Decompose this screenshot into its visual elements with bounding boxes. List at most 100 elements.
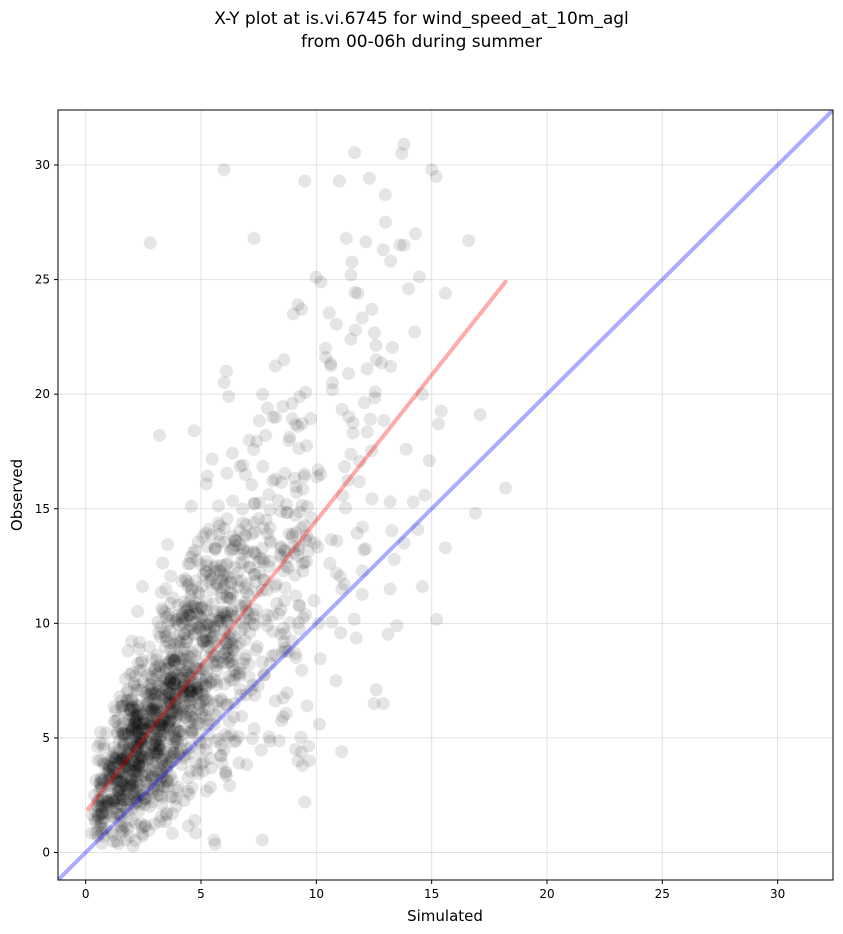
scatter-point bbox=[233, 662, 247, 676]
scatter-point bbox=[185, 711, 199, 725]
scatter-point bbox=[167, 745, 181, 759]
scatter-point bbox=[151, 779, 165, 793]
scatter-point bbox=[161, 773, 175, 787]
scatter-point bbox=[183, 716, 197, 730]
scatter-point bbox=[162, 662, 176, 676]
scatter-point bbox=[240, 758, 254, 772]
scatter-point bbox=[307, 594, 321, 608]
scatter-point bbox=[274, 540, 288, 554]
scatter-point bbox=[197, 568, 211, 582]
scatter-point bbox=[94, 778, 108, 792]
scatter-point bbox=[248, 567, 262, 581]
scatter-point bbox=[312, 616, 326, 630]
scatter-point bbox=[153, 788, 167, 802]
scatter-point bbox=[136, 663, 150, 677]
scatter-point bbox=[165, 689, 179, 703]
scatter-point bbox=[200, 717, 214, 731]
scatter-point bbox=[105, 764, 119, 778]
scatter-point bbox=[215, 616, 229, 630]
scatter-point bbox=[127, 797, 141, 811]
scatter-point bbox=[171, 723, 185, 737]
scatter-point bbox=[166, 678, 180, 692]
scatter-point bbox=[278, 467, 292, 481]
scatter-point bbox=[108, 751, 122, 765]
scatter-point bbox=[118, 755, 132, 769]
scatter-point bbox=[197, 692, 211, 706]
scatter-point bbox=[95, 798, 109, 812]
scatter-point bbox=[304, 511, 318, 525]
scatter-point bbox=[213, 535, 227, 549]
scatter-point bbox=[300, 439, 314, 453]
scatter-point bbox=[152, 739, 166, 753]
scatter-point bbox=[256, 552, 270, 566]
scatter-point bbox=[135, 827, 149, 841]
scatter-point bbox=[285, 530, 299, 544]
scatter-point bbox=[308, 536, 322, 550]
scatter-point bbox=[165, 790, 179, 804]
scatter-point bbox=[117, 786, 131, 800]
x-tick-label: 25 bbox=[655, 887, 670, 901]
scatter-point bbox=[102, 770, 116, 784]
scatter-point bbox=[104, 825, 118, 839]
scatter-point bbox=[224, 544, 238, 558]
scatter-point bbox=[144, 720, 158, 734]
scatter-point bbox=[122, 829, 136, 843]
scatter-point bbox=[383, 495, 397, 509]
scatter-point bbox=[228, 630, 242, 644]
scatter-point bbox=[247, 443, 261, 457]
scatter-point bbox=[153, 630, 167, 644]
scatter-point bbox=[199, 526, 213, 540]
scatter-point bbox=[192, 702, 206, 716]
scatter-point bbox=[217, 376, 231, 390]
scatter-point bbox=[158, 640, 172, 654]
scatter-point bbox=[221, 730, 235, 744]
scatter-point bbox=[387, 552, 401, 566]
scatter-point bbox=[341, 473, 355, 487]
scatter-point bbox=[147, 714, 161, 728]
scatter-point bbox=[122, 742, 136, 756]
scatter-point bbox=[278, 644, 292, 658]
scatter-point bbox=[174, 681, 188, 695]
scatter-point bbox=[217, 605, 231, 619]
scatter-point bbox=[128, 754, 142, 768]
scatter-point bbox=[399, 442, 413, 456]
scatter-point bbox=[135, 653, 149, 667]
scatter-point bbox=[188, 814, 202, 828]
scatter-point bbox=[266, 474, 280, 488]
scatter-point bbox=[159, 746, 173, 760]
scatter-point bbox=[274, 550, 288, 564]
fit-lines bbox=[58, 110, 833, 880]
scatter-point bbox=[173, 652, 187, 666]
scatter-point bbox=[150, 677, 164, 691]
scatter-point bbox=[134, 683, 148, 697]
y-axis-label: Observed bbox=[8, 459, 26, 531]
scatter-point bbox=[360, 362, 374, 376]
scatter-point bbox=[149, 668, 163, 682]
scatter-point bbox=[173, 747, 187, 761]
scatter-point bbox=[183, 709, 197, 723]
scatter-point bbox=[124, 746, 138, 760]
scatter-point bbox=[149, 735, 163, 749]
scatter-point bbox=[144, 717, 158, 731]
scatter-point bbox=[188, 543, 202, 557]
scatter-point bbox=[208, 649, 222, 663]
scatter-point bbox=[324, 356, 338, 370]
scatter-point bbox=[143, 730, 157, 744]
scatter-point bbox=[171, 598, 185, 612]
scatter-point bbox=[214, 650, 228, 664]
scatter-point bbox=[142, 691, 156, 705]
scatter-point bbox=[169, 636, 183, 650]
scatter-point bbox=[239, 468, 253, 482]
scatter-point bbox=[162, 720, 176, 734]
scatter-point bbox=[194, 618, 208, 632]
scatter-point bbox=[155, 602, 169, 616]
scatter-point bbox=[199, 709, 213, 723]
y-tick-label: 25 bbox=[35, 273, 50, 287]
scatter-point bbox=[147, 692, 161, 706]
scatter-point bbox=[217, 625, 231, 639]
scatter-point bbox=[226, 446, 240, 460]
scatter-point bbox=[130, 794, 144, 808]
scatter-point bbox=[207, 604, 221, 618]
scatter-point bbox=[122, 779, 136, 793]
scatter-point bbox=[270, 597, 284, 611]
